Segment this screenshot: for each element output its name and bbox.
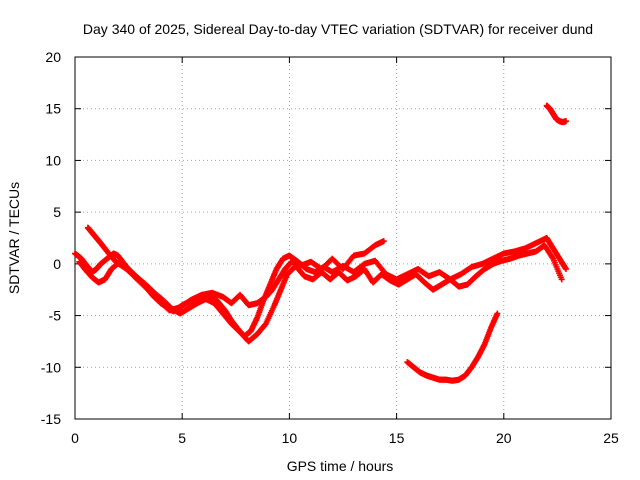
axis-ticks: 0 5 10 15 20 25 -15 -10 -5 0 5 10 15 20 [41,49,619,446]
y-axis-title: SDTVAR / TECUs [6,182,22,294]
data-point [562,118,569,125]
y-tick-label: -10 [41,359,61,375]
x-axis-title: GPS time / hours [287,458,394,474]
y-tick-label: -15 [41,411,61,427]
data-point [380,238,387,245]
series-track-c [84,224,387,314]
data-marks [72,102,569,384]
series-track-b [76,242,565,345]
x-tick-label: 0 [71,430,79,446]
data-point [558,276,565,283]
data-point [562,266,569,273]
y-tick-label: 10 [45,152,61,168]
plot-frame [74,56,612,420]
x-tick-label: 15 [389,430,405,446]
y-tick-label: 5 [53,204,61,220]
y-tick-label: 20 [45,49,61,65]
x-tick-label: 25 [603,430,619,446]
x-tick-label: 5 [178,430,186,446]
y-tick-label: 0 [53,256,61,272]
y-tick-label: -5 [49,308,62,324]
series-track-d [404,310,501,384]
y-tick-label: 15 [45,101,61,117]
x-tick-label: 20 [496,430,512,446]
x-tick-label: 10 [282,430,298,446]
data-point [494,310,501,317]
series-track-e [543,102,569,126]
chart-title: Day 340 of 2025, Sidereal Day-to-day VTE… [83,21,593,37]
